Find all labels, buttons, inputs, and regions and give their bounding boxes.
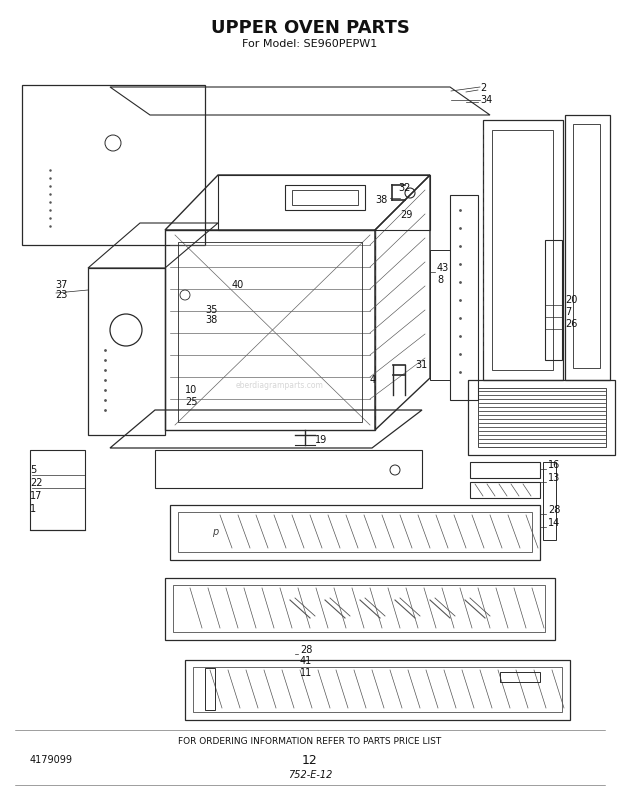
Text: p: p <box>212 527 218 537</box>
Text: 13: 13 <box>548 473 560 483</box>
Text: FOR ORDERING INFORMATION REFER TO PARTS PRICE LIST: FOR ORDERING INFORMATION REFER TO PARTS … <box>179 738 441 746</box>
Text: 43: 43 <box>437 263 450 273</box>
Text: 14: 14 <box>548 518 560 528</box>
Text: 19: 19 <box>315 435 327 445</box>
Text: 40: 40 <box>232 280 244 290</box>
Text: 28: 28 <box>300 645 312 655</box>
Text: 8: 8 <box>437 275 443 285</box>
Text: 10: 10 <box>185 385 197 395</box>
Text: 4179099: 4179099 <box>30 755 73 765</box>
Text: 12: 12 <box>302 753 318 767</box>
Text: 16: 16 <box>548 460 560 470</box>
Text: 23: 23 <box>55 290 68 300</box>
Text: 35: 35 <box>205 305 218 315</box>
Text: 11: 11 <box>300 668 312 678</box>
Text: 38: 38 <box>375 195 388 205</box>
Text: 4: 4 <box>370 375 376 385</box>
Text: 752-E-12: 752-E-12 <box>288 770 332 780</box>
Text: 37: 37 <box>55 280 68 290</box>
Text: 1: 1 <box>30 504 36 514</box>
Text: eberdiagramparts.com: eberdiagramparts.com <box>236 381 324 389</box>
Text: 34: 34 <box>480 95 492 105</box>
Text: 41: 41 <box>300 656 312 666</box>
Text: 32: 32 <box>398 183 410 193</box>
Text: 31: 31 <box>415 360 427 370</box>
Text: 2: 2 <box>480 83 486 93</box>
Text: For Model: SE960PEPW1: For Model: SE960PEPW1 <box>242 39 378 49</box>
Text: 28: 28 <box>548 505 560 515</box>
Text: 29: 29 <box>400 210 412 220</box>
Text: 38: 38 <box>205 315 217 325</box>
Text: 22: 22 <box>30 478 43 488</box>
Text: 26: 26 <box>565 319 577 329</box>
Text: 5: 5 <box>30 465 36 475</box>
Text: 20: 20 <box>565 295 577 305</box>
Text: 25: 25 <box>185 397 198 407</box>
Text: 17: 17 <box>30 491 42 501</box>
Text: 7: 7 <box>565 307 571 317</box>
Text: UPPER OVEN PARTS: UPPER OVEN PARTS <box>211 19 409 37</box>
